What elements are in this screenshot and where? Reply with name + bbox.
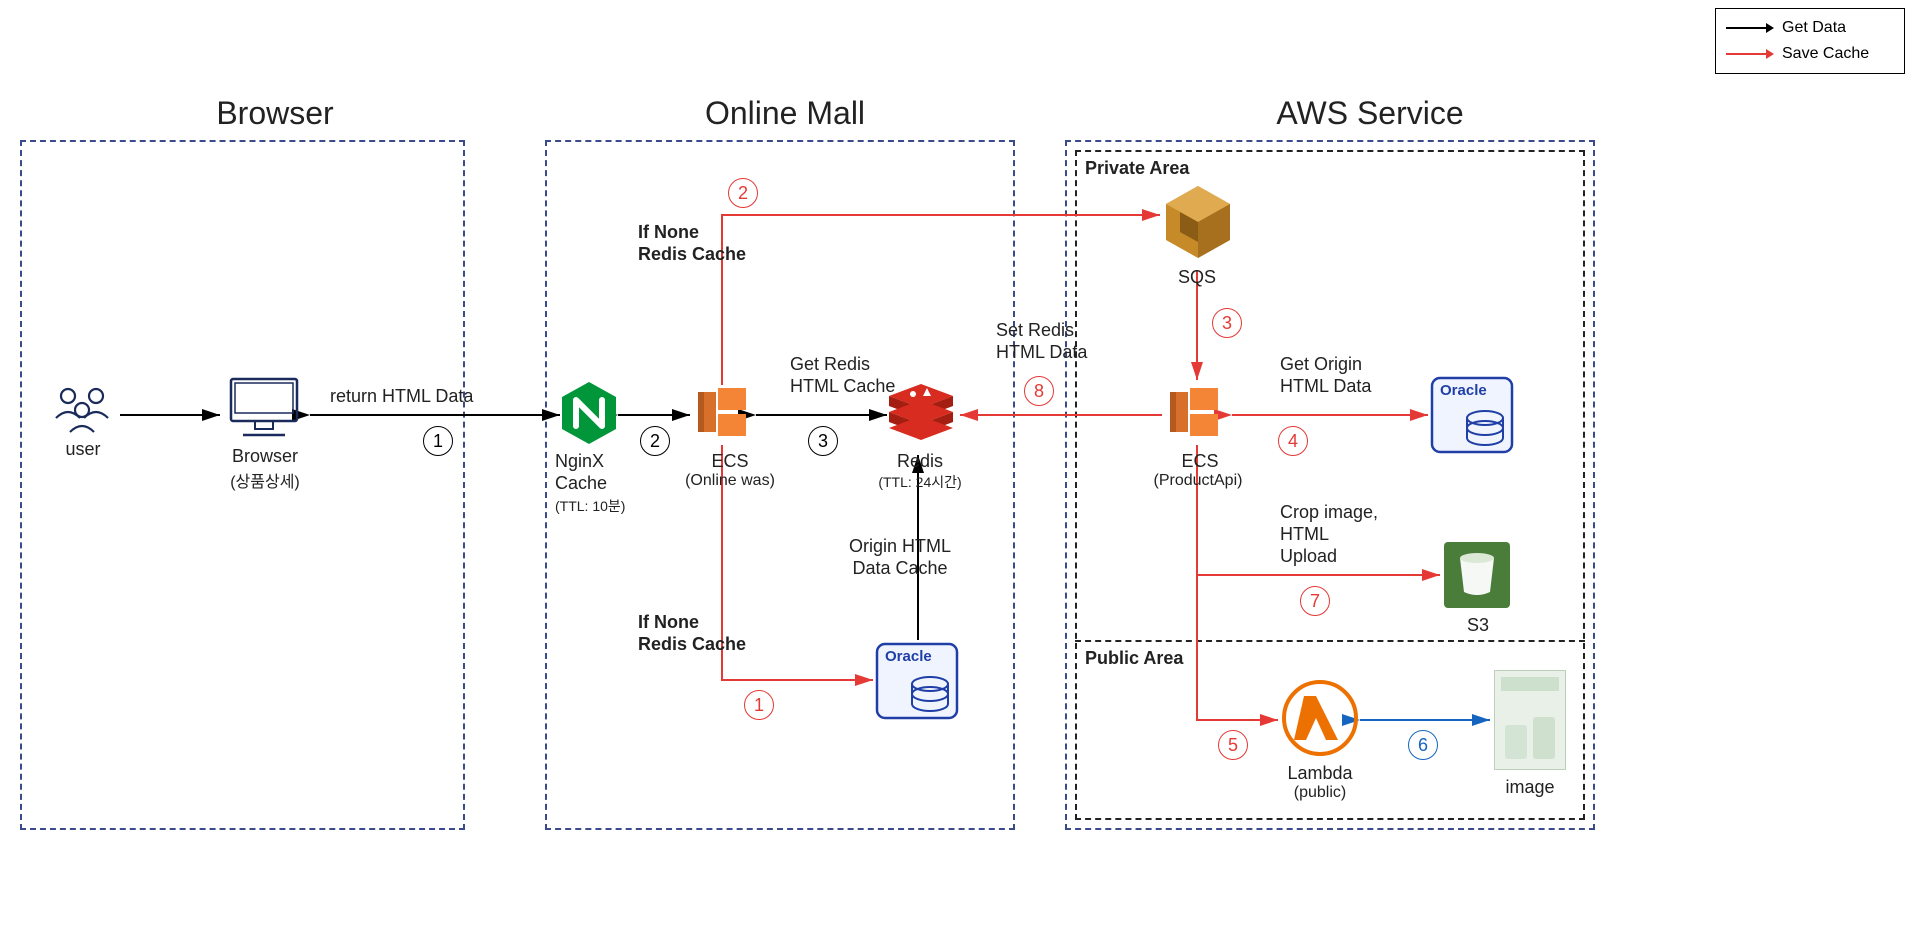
oracle-text: Oracle (885, 648, 932, 665)
label-ifnone-bot-2: Redis Cache (638, 634, 746, 655)
label-return-html: return HTML Data (330, 386, 473, 407)
label-get-origin-2: HTML Data (1280, 376, 1371, 397)
ecs-online-label-2: (Online was) (660, 472, 800, 490)
step-red-7: 7 (1300, 586, 1330, 616)
label-crop-2: HTML (1280, 524, 1329, 545)
label-ifnone-top-1: If None (638, 222, 699, 243)
step-red-2: 2 (728, 178, 758, 208)
image-label: image (1494, 776, 1566, 799)
nginx-label-3: (TTL: 10분) (555, 496, 655, 516)
browser-label-2: (상품상세) (210, 468, 320, 492)
nginx-label-1: NginX (555, 450, 635, 473)
label-ifnone-top-2: Redis Cache (638, 244, 746, 265)
step-red-1: 1 (744, 690, 774, 720)
label-crop-1: Crop image, (1280, 502, 1378, 523)
lambda-label-1: Lambda (1280, 762, 1360, 785)
ecs-online-label-1: ECS (670, 450, 790, 473)
label-ifnone-bot-1: If None (638, 612, 699, 633)
nginx-label-2: Cache (555, 472, 635, 495)
lambda-icon (1280, 678, 1360, 763)
step-black-3: 3 (808, 426, 838, 456)
label-set-redis-2: HTML Data (996, 342, 1087, 363)
redis-label-1: Redis (880, 450, 960, 473)
image-icon (1494, 670, 1566, 770)
step-red-3: 3 (1212, 308, 1242, 338)
oracle-local-icon: Oracle (875, 642, 959, 725)
step-red-4: 4 (1278, 426, 1308, 456)
s3-label: S3 (1458, 614, 1498, 637)
oracle-aws-icon: Oracle (1430, 376, 1514, 459)
step-black-2: 2 (640, 426, 670, 456)
redis-icon (885, 378, 957, 451)
lambda-label-2: (public) (1280, 784, 1360, 802)
ecs-online-icon (692, 382, 752, 447)
label-set-redis-1: Set Redis (996, 320, 1074, 341)
oracle-text: Oracle (1440, 382, 1487, 399)
ecs-product-label-1: ECS (1150, 450, 1250, 473)
browser-label-1: Browser (210, 445, 320, 468)
label-get-redis-2: HTML Cache (790, 376, 895, 397)
step-red-8: 8 (1024, 376, 1054, 406)
ecs-product-icon (1164, 382, 1224, 447)
user-icon (48, 380, 118, 440)
browser-icon (225, 375, 303, 445)
s3-icon (1442, 540, 1512, 615)
step-black-1: 1 (423, 426, 453, 456)
nginx-icon (560, 380, 618, 451)
sqs-label: SQS (1172, 266, 1222, 289)
label-origin-html-1: Origin HTML (820, 536, 980, 557)
label-get-origin-1: Get Origin (1280, 354, 1362, 375)
redis-label-2: (TTL: 24시간) (860, 472, 980, 492)
label-get-redis-1: Get Redis (790, 354, 870, 375)
user-label: user (48, 438, 118, 461)
sqs-icon (1160, 182, 1236, 267)
step-red-5: 5 (1218, 730, 1248, 760)
label-crop-3: Upload (1280, 546, 1337, 567)
ecs-product-label-2: (ProductApi) (1138, 472, 1258, 490)
step-blue-6: 6 (1408, 730, 1438, 760)
label-origin-html-2: Data Cache (820, 558, 980, 579)
